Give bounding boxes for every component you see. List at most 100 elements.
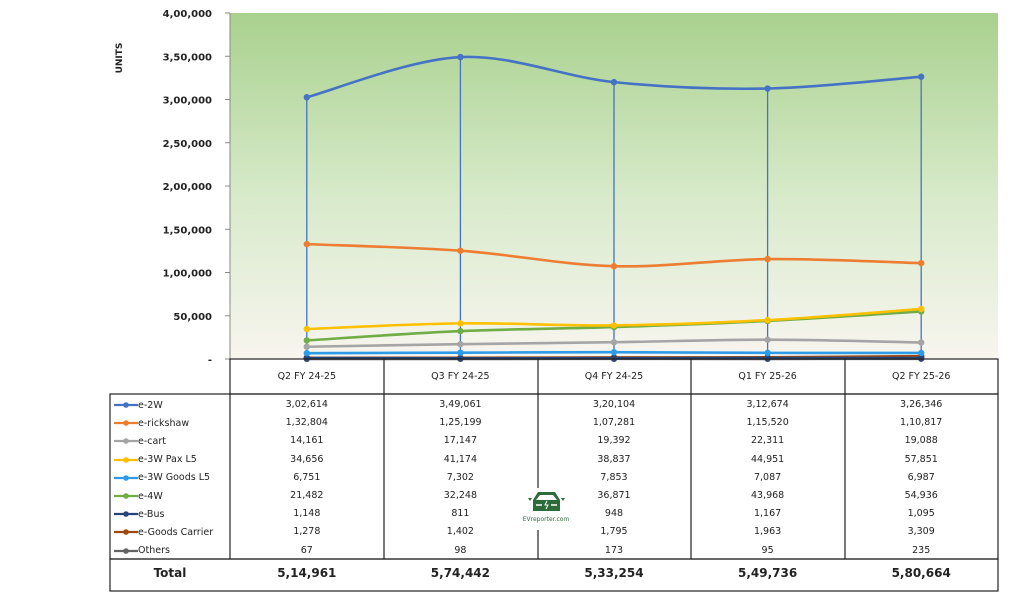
data-point (457, 349, 464, 356)
table-cell: 54,936 (904, 490, 938, 501)
legend-line-icon (114, 493, 138, 499)
table-cell: 1,095 (907, 508, 935, 520)
table-cell: 1,167 (753, 508, 782, 520)
legend-entry: e-Goods Carrier (114, 523, 213, 541)
data-point (610, 78, 618, 86)
table-cell: 1,32,804 (285, 417, 328, 429)
table-cell: 1,10,817 (900, 417, 943, 429)
column-header: Q1 FY 25-26 (738, 371, 797, 382)
legend-label: e-Bus (138, 508, 165, 520)
data-point (764, 255, 771, 263)
data-point (764, 85, 771, 92)
table-cell: 3,12,674 (746, 399, 789, 410)
legend-label: e-Goods Carrier (138, 526, 214, 538)
data-point (303, 349, 310, 357)
legend-entry: e-4W (114, 487, 163, 505)
legend-entry: e-2W (114, 396, 163, 414)
column-header: Q2 FY 25-26 (891, 371, 951, 382)
total-cell: 5,14,961 (277, 566, 337, 580)
data-point (303, 240, 310, 248)
data-point (303, 337, 310, 344)
legend-label: e-rickshaw (138, 417, 190, 429)
table-cell: 1,795 (600, 526, 628, 538)
table-cell: 44,951 (750, 453, 785, 465)
table-cell: 36,871 (597, 490, 631, 501)
legend-line-icon (114, 475, 138, 481)
data-point (457, 327, 464, 335)
table-cell: 6,987 (907, 471, 935, 483)
table-cell: 1,07,281 (592, 417, 636, 429)
table-cell: 57,851 (904, 453, 938, 465)
data-point (764, 349, 771, 357)
legend-line-icon (114, 547, 138, 554)
legend-entry: e-3W Pax L5 (114, 451, 197, 469)
legend-label: e-4W (138, 490, 163, 502)
evreporter-logo (528, 492, 565, 511)
data-point (303, 325, 310, 333)
table-cell: 1,402 (446, 526, 474, 538)
table-cell: 95 (761, 544, 774, 556)
table-cell: 41,174 (443, 453, 478, 465)
y-tick-label: 4,00,000 (163, 9, 212, 20)
legend-entry: Others (114, 542, 170, 560)
data-point (610, 263, 618, 270)
legend-entry: e-cart (114, 432, 166, 450)
data-point (764, 336, 771, 343)
y-tick-label: 1,00,000 (163, 269, 212, 280)
table-cell: 7,302 (446, 471, 474, 483)
legend-entry: e-Bus (114, 505, 164, 523)
legend-line-icon (114, 402, 138, 408)
y-tick-label: - (208, 355, 212, 366)
data-point (918, 349, 925, 357)
legend-line-icon (114, 420, 138, 427)
table-cell: 98 (454, 544, 467, 556)
table-cell: 32,248 (443, 490, 478, 501)
column-header: Q2 FY 24-25 (277, 371, 337, 382)
table-cell: 17,147 (443, 435, 478, 447)
table-cell: 6,751 (293, 471, 321, 483)
table-cell: 3,309 (907, 526, 935, 538)
y-tick-label: 3,00,000 (163, 96, 212, 107)
total-cell: 5,74,442 (430, 566, 490, 580)
y-tick-label: 2,00,000 (163, 182, 212, 193)
data-point (457, 340, 464, 348)
data-point (918, 259, 925, 267)
legend-line-icon (114, 456, 138, 463)
data-point (303, 343, 310, 350)
legend-label: e-cart (138, 435, 166, 447)
table-cell: 43,968 (750, 490, 785, 501)
table-cell: 38,837 (597, 453, 631, 465)
y-tick-label: 50,000 (173, 312, 212, 323)
data-point (610, 354, 618, 362)
table-cell: 67 (300, 544, 313, 556)
table-cell: 19,088 (904, 435, 938, 447)
table-cell: 3,49,061 (439, 399, 482, 410)
table-cell: 19,392 (597, 435, 631, 447)
data-point (457, 53, 464, 61)
table-cell: 7,087 (753, 471, 782, 483)
total-cell: 5,49,736 (737, 566, 798, 580)
data-point (303, 94, 310, 101)
legend-label: e-3W Pax L5 (138, 454, 197, 466)
table-cell: 1,15,520 (746, 417, 789, 429)
total-label: Total (153, 566, 187, 580)
data-point (918, 339, 925, 346)
total-cell: 5,33,254 (584, 566, 644, 580)
table-cell: 3,02,614 (285, 399, 328, 410)
table-cell: 173 (604, 544, 624, 556)
data-point (764, 316, 771, 324)
legend-label: Others (138, 545, 170, 557)
data-point (610, 322, 618, 329)
data-point (457, 247, 464, 254)
legend-line-icon (114, 438, 138, 445)
column-header: Q4 FY 24-25 (584, 371, 644, 382)
table-cell: 1,25,199 (439, 417, 482, 429)
data-point (303, 354, 310, 362)
column-header: Q3 FY 24-25 (431, 371, 490, 382)
table-cell: 1,148 (293, 508, 321, 520)
legend-line-icon (114, 529, 138, 536)
data-point (610, 339, 618, 346)
logo-text: EVreporter.com (522, 516, 570, 523)
